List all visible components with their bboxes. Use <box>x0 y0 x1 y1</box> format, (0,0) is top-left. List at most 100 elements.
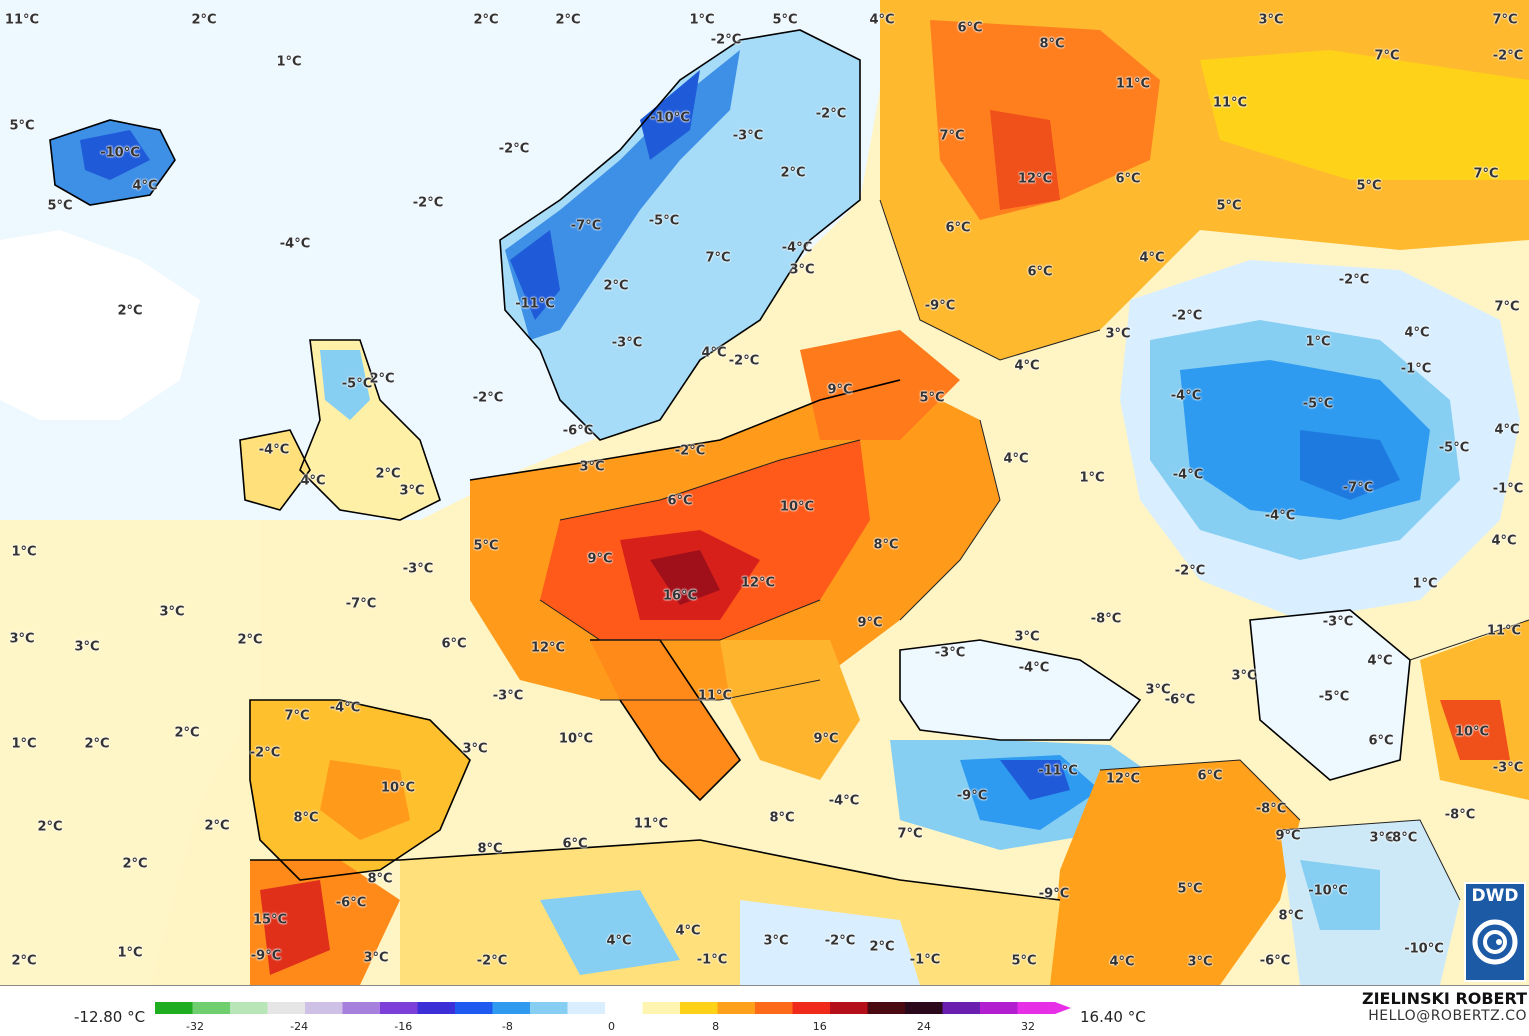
author-name: ZIELINSKI ROBERT <box>1361 989 1527 1008</box>
temperature-label: -8°C <box>1255 801 1287 817</box>
temperature-label: -10°C <box>100 145 140 161</box>
temperature-label: 9°C <box>813 731 839 747</box>
temperature-label: -4°C <box>1172 467 1204 483</box>
temperature-label: -10°C <box>1404 941 1444 957</box>
temperature-label: -3°C <box>934 645 966 661</box>
legend-bar: -12.80 °C -32 -24 -16 -8 0 8 16 24 32 16.40 °C Z… <box>0 985 1529 1036</box>
temperature-label: -10°C <box>650 110 690 126</box>
colorbar-tick-label: 16 <box>812 1020 827 1033</box>
temperature-label: 2°C <box>204 818 230 834</box>
temperature-label: 5°C <box>473 538 499 554</box>
temperature-label: 10°C <box>1454 724 1490 740</box>
temperature-label: 3°C <box>462 741 488 757</box>
temperature-label: -2°C <box>710 32 742 48</box>
temperature-label: -6°C <box>1259 953 1291 969</box>
temperature-label: -3°C <box>402 561 434 577</box>
colorbar-segment <box>680 1002 718 1014</box>
temperature-label: -2°C <box>674 443 706 459</box>
temperature-label: 4°C <box>1404 325 1430 341</box>
temperature-label: -2°C <box>824 933 856 949</box>
temperature-label: 3°C <box>1369 830 1395 846</box>
temperature-label: 3°C <box>789 262 815 278</box>
temperature-label: 7°C <box>1473 166 1499 182</box>
temperature-label: 3°C <box>159 604 185 620</box>
temperature-label: -10°C <box>1308 883 1348 899</box>
temperature-label: 5°C <box>1216 198 1242 214</box>
temperature-map: 11°C 2°C 2°C 2°C 1°C 5°C 4°C 6°C 3°C 7°C 1°C -2°C 8°… <box>0 0 1529 985</box>
temperature-label: -9°C <box>924 298 956 314</box>
temperature-label: 4°C <box>1491 533 1517 549</box>
temperature-label: -4°C <box>258 442 290 458</box>
colorbar <box>155 1002 1071 1014</box>
temperature-label: 6°C <box>957 20 983 36</box>
temperature-label: -2°C <box>249 745 281 761</box>
colorbar-tick-label: -32 <box>186 1020 204 1033</box>
temperature-label: 7°C <box>1492 12 1518 28</box>
temperature-label: 11°C <box>1486 623 1522 639</box>
temperature-label: -4°C <box>1018 660 1050 676</box>
temperature-label: -4°C <box>828 793 860 809</box>
temperature-label: 4°C <box>132 178 158 194</box>
colorbar-tick-label: -8 <box>501 1020 513 1033</box>
temperature-label: -4°C <box>1170 388 1202 404</box>
temperature-label: 4°C <box>606 933 632 949</box>
temperature-label: 5°C <box>1177 881 1203 897</box>
temperature-label: 10°C <box>380 780 416 796</box>
colorbar-tick-label: 32 <box>1021 1020 1035 1033</box>
temperature-label: 1°C <box>11 544 37 560</box>
author-email: HELLO@ROBERTZ.CO <box>1368 1008 1527 1024</box>
temperature-label: 6°C <box>1115 171 1141 187</box>
temperature-label: -8°C <box>1444 807 1476 823</box>
temperature-label: 2°C <box>237 632 263 648</box>
temperature-label: 8°C <box>293 810 319 826</box>
temperature-label: 6°C <box>667 493 693 509</box>
colorbar-arrow <box>1055 1002 1071 1014</box>
temperature-label: 6°C <box>1027 264 1053 280</box>
temperature-label: -11°C <box>515 296 555 312</box>
colorbar-segment <box>567 1002 606 1014</box>
temperature-label: 11°C <box>1115 76 1151 92</box>
colorbar-segment <box>267 1002 306 1014</box>
temperature-label: -6°C <box>335 895 367 911</box>
temperature-label: 5°C <box>1011 953 1037 969</box>
colorbar-segment <box>380 1002 418 1014</box>
temperature-label: 6°C <box>562 836 588 852</box>
dwd-swirl-icon <box>1472 919 1518 965</box>
temperature-label: 2°C <box>555 12 581 28</box>
temperature-label: 2°C <box>780 165 806 181</box>
temperature-label: 10°C <box>558 731 594 747</box>
colorbar-segment <box>455 1002 493 1014</box>
temperature-label: 10°C <box>779 499 815 515</box>
temperature-label: 1°C <box>1079 470 1105 486</box>
colorbar-segment <box>305 1002 343 1014</box>
temperature-label: 6°C <box>945 220 971 236</box>
temperature-label: 12°C <box>1017 171 1053 187</box>
temperature-label: -2°C <box>472 390 504 406</box>
temperature-label: 8°C <box>769 810 795 826</box>
colorbar-segment <box>942 1002 981 1014</box>
temperature-label: -1°C <box>909 952 941 968</box>
temperature-label: 3°C <box>1105 326 1131 342</box>
temperature-label: 12°C <box>1105 771 1141 787</box>
temperature-label: 8°C <box>1039 36 1065 52</box>
temperature-label: -5°C <box>1302 396 1334 412</box>
temperature-label: 9°C <box>1275 828 1301 844</box>
temperature-label: -4°C <box>1264 508 1296 524</box>
temperature-label: 2°C <box>11 953 37 969</box>
temperature-label: 3°C <box>1145 682 1171 698</box>
colorbar-tick-label: -24 <box>290 1020 309 1033</box>
temperature-label: 6°C <box>441 636 467 652</box>
temperature-label: 4°C <box>1109 954 1135 970</box>
temperature-label: 1°C <box>276 54 302 70</box>
temperature-label: 15°C <box>252 912 288 928</box>
temperature-label: -8°C <box>1090 611 1122 627</box>
temperature-label: 3°C <box>399 483 425 499</box>
temperature-label: 2°C <box>174 725 200 741</box>
temperature-label: -4°C <box>329 700 361 716</box>
temperature-label: 3°C <box>1258 12 1284 28</box>
temperature-label: 11°C <box>1212 95 1248 111</box>
temperature-label: 2°C <box>37 819 63 835</box>
temperature-label: 7°C <box>1374 48 1400 64</box>
temperature-label: 4°C <box>869 12 895 28</box>
temperature-label: 5°C <box>47 198 73 214</box>
